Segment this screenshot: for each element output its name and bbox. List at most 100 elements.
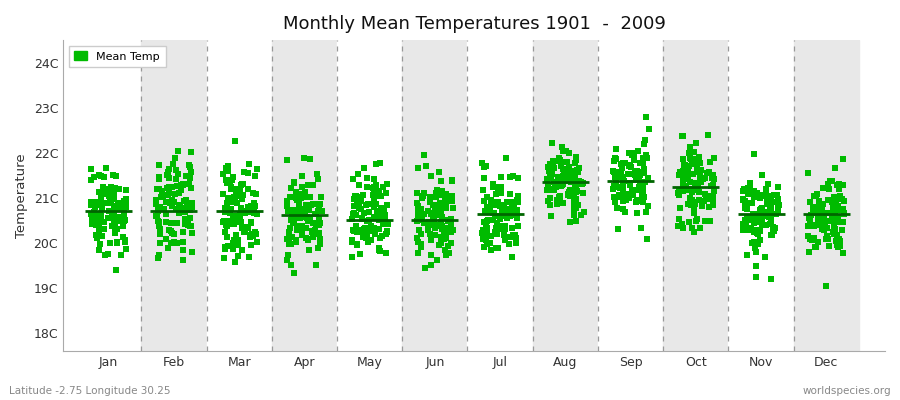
Point xyxy=(349,223,364,229)
Point xyxy=(576,180,590,186)
Point xyxy=(423,231,437,238)
Point xyxy=(365,184,380,191)
Point xyxy=(830,232,844,238)
Point xyxy=(569,199,583,206)
Point xyxy=(376,210,391,216)
Point xyxy=(571,169,585,176)
Point xyxy=(104,214,119,220)
Point xyxy=(628,172,643,178)
Point xyxy=(508,232,523,238)
Point xyxy=(831,244,845,250)
Point xyxy=(503,174,517,180)
Point xyxy=(636,166,651,172)
Point xyxy=(505,204,519,211)
Point xyxy=(487,209,501,216)
Point xyxy=(702,196,716,202)
Point xyxy=(381,221,395,228)
Point xyxy=(380,220,394,227)
Point xyxy=(301,236,315,242)
Point xyxy=(770,205,785,211)
Point xyxy=(97,200,112,206)
Point xyxy=(216,219,230,226)
Point xyxy=(165,184,179,190)
Point xyxy=(832,196,847,202)
Point xyxy=(563,187,578,193)
Point xyxy=(95,184,110,190)
Point xyxy=(486,216,500,223)
Point xyxy=(410,203,425,209)
Point xyxy=(566,212,580,218)
Point xyxy=(688,156,703,162)
Point xyxy=(630,210,644,216)
Point xyxy=(736,196,751,202)
Point xyxy=(89,232,104,239)
Point xyxy=(492,184,507,190)
Point xyxy=(706,155,721,161)
Point xyxy=(103,240,117,246)
Point xyxy=(814,201,829,207)
Point xyxy=(226,174,240,180)
Point xyxy=(766,228,780,234)
Point xyxy=(243,234,257,241)
Point xyxy=(741,190,755,197)
Point xyxy=(348,193,363,200)
Point xyxy=(111,214,125,220)
Point xyxy=(770,206,785,213)
Point xyxy=(636,179,651,186)
Point xyxy=(105,172,120,178)
Point xyxy=(609,145,624,152)
Point xyxy=(426,218,440,224)
Point xyxy=(418,265,432,271)
Point xyxy=(566,196,580,202)
Point xyxy=(346,176,360,182)
Point xyxy=(90,212,104,219)
Point xyxy=(356,210,371,216)
Point xyxy=(176,206,191,212)
Point xyxy=(230,242,245,248)
Point xyxy=(172,210,186,216)
Point xyxy=(306,182,320,188)
Point xyxy=(312,240,327,247)
Point xyxy=(629,198,643,204)
Point xyxy=(689,218,704,224)
Point xyxy=(103,200,117,206)
Point xyxy=(102,208,116,214)
Point xyxy=(488,199,502,205)
Point xyxy=(764,211,778,217)
Point xyxy=(166,161,180,167)
Point xyxy=(292,208,306,215)
Point xyxy=(284,241,299,247)
Point xyxy=(561,174,575,180)
Point xyxy=(359,184,374,191)
Point xyxy=(609,181,624,188)
Point xyxy=(760,199,774,206)
Point xyxy=(367,224,382,231)
Point xyxy=(836,250,850,256)
Point xyxy=(736,227,751,233)
Point xyxy=(372,192,386,198)
Point xyxy=(801,233,815,240)
Point xyxy=(119,202,133,208)
Point xyxy=(237,224,251,231)
Point xyxy=(164,220,178,226)
Point xyxy=(490,190,504,197)
Point xyxy=(152,162,166,168)
Point xyxy=(180,219,194,225)
Point xyxy=(500,215,515,221)
Bar xyxy=(598,40,663,351)
Point xyxy=(182,181,196,187)
Point xyxy=(434,239,448,246)
Point xyxy=(562,174,576,181)
Point xyxy=(224,206,238,212)
Point xyxy=(547,186,562,192)
Point xyxy=(244,242,258,248)
Point xyxy=(372,245,386,252)
Point xyxy=(477,175,491,181)
Point xyxy=(560,174,574,180)
Point xyxy=(801,169,815,176)
Point xyxy=(480,224,494,231)
Point xyxy=(566,168,580,175)
Point xyxy=(639,208,653,215)
Point xyxy=(547,186,562,193)
Point xyxy=(823,210,837,216)
